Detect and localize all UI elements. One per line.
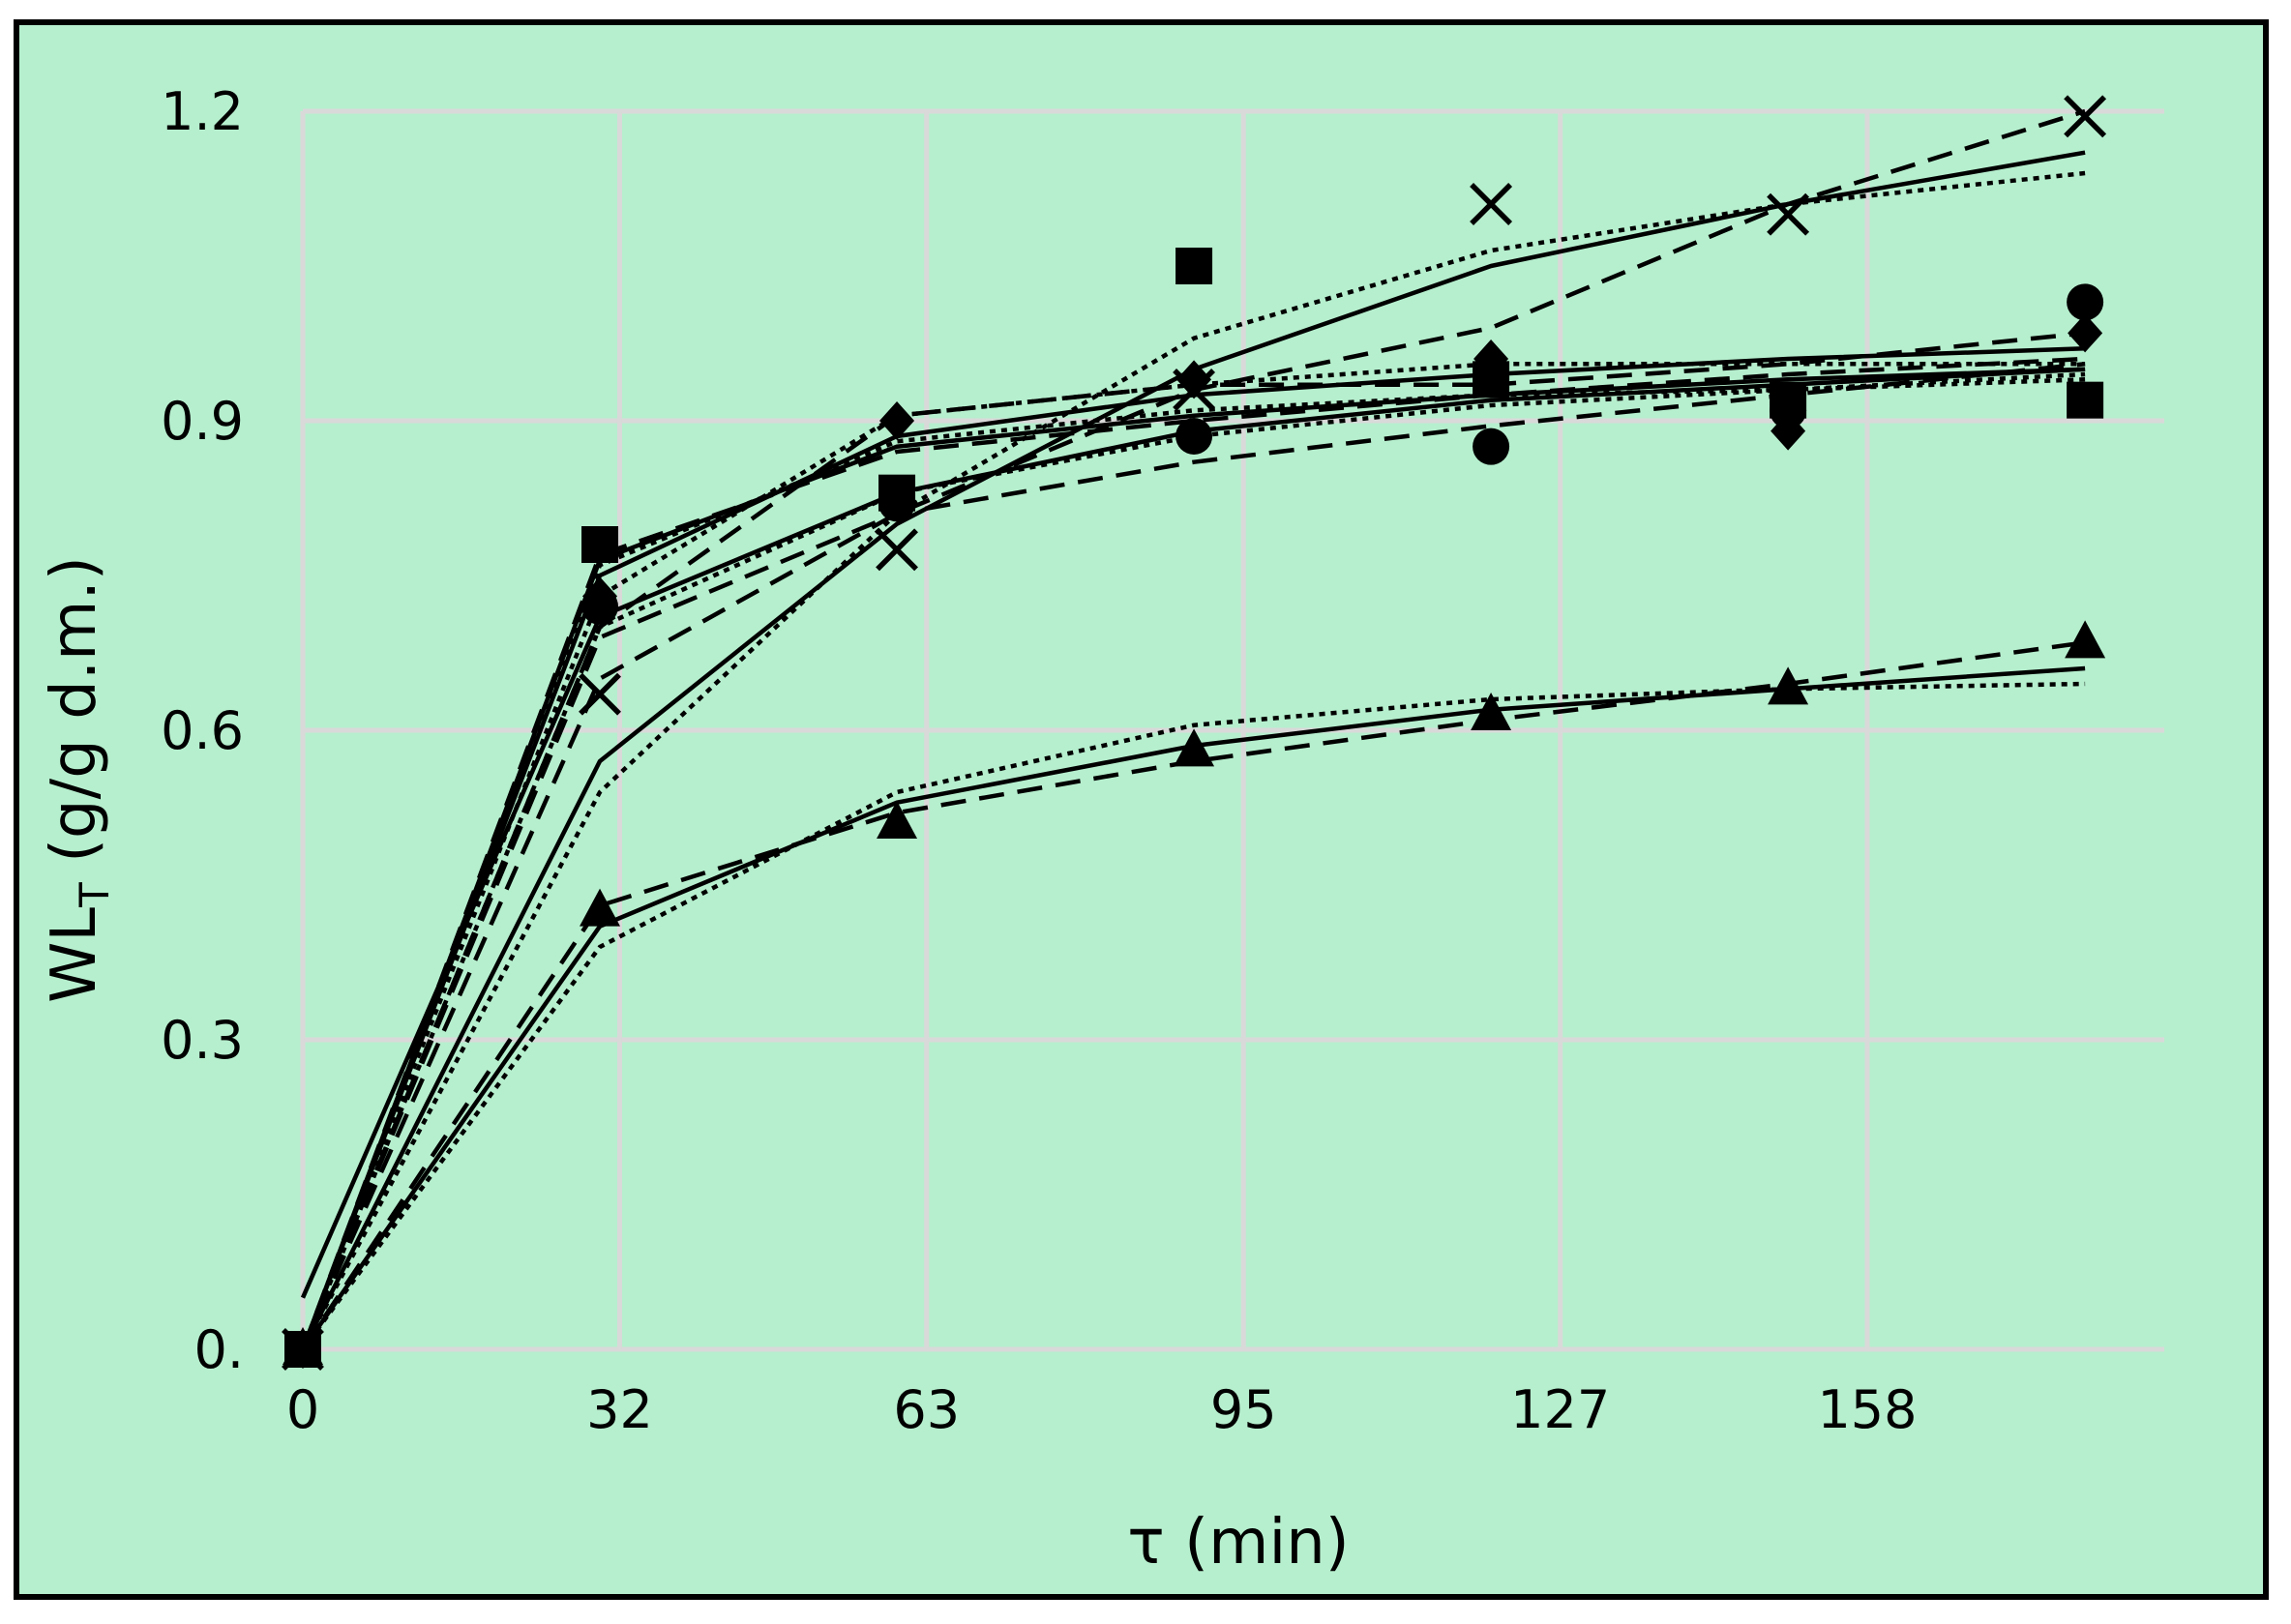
y-tick-label: 0.3 [161,1010,244,1071]
circle-fit-solid-line [300,367,2086,1299]
x-tick-label: 32 [586,1379,653,1440]
square-fit-solid-line [300,367,2086,1350]
diamond-point [1770,411,1806,451]
tick-labels-layer: 0 32 63 95 127 158 0. 0.3 0.6 0.9 1.2 [161,81,1917,1440]
triangle-point [1768,666,1809,705]
x-tick-label: 127 [1510,1379,1610,1440]
x-point [1173,369,1216,411]
diamond-fit-solid-line [300,346,2086,1350]
square-point [2067,381,2104,419]
circle-fit-dashed-line [300,362,2086,1350]
diamond-point [879,401,915,440]
y-axis-title-subscript: T [71,882,118,908]
grid-layer [300,108,2164,1352]
triangle-point [580,888,621,927]
square-fit-dashed-line [300,356,2086,1350]
x-fit-dotted-line [301,170,2086,1351]
square-fit-dotted-line [300,377,2086,1350]
y-tick-label: 1.2 [161,81,244,142]
diamond-point [1176,360,1212,399]
triangle-fit-dotted-line [301,681,2086,1351]
triangle-point [1174,728,1215,767]
diamond-fit-dashed-line [300,331,2086,1350]
triangle-fit-solid-line [301,665,2086,1351]
y-tick-label: 0.6 [161,700,244,761]
y-axis-title-unit: (g/g d.m.) [39,556,110,882]
x-axis-title: τ (min) [1127,1507,1350,1579]
circle-point [1473,428,1510,465]
y-tick-label: 0.9 [161,391,244,452]
x-tick-label: 0 [286,1379,319,1440]
triangle-point [283,1327,323,1365]
diamond-point [2068,313,2103,353]
triangle-point [2065,620,2106,659]
circle-point [2067,283,2104,321]
x-tick-label: 63 [893,1379,960,1440]
triangle-point [1471,693,1512,730]
square-point [1175,248,1213,284]
x-point [1470,183,1513,225]
chart-svg: 0 32 63 95 127 158 0. 0.3 0.6 0.9 1.2 τ (min) WLT … [39,81,2164,1579]
x-point [579,672,621,716]
x-tick-label: 158 [1817,1379,1917,1440]
y-tick-label: 0. [193,1319,244,1380]
x-point [1767,192,1810,236]
diamond-point [1473,340,1509,378]
circle-point [1175,418,1213,455]
diamond-fit-dotted-line [300,362,2086,1350]
circle-fit-dotted-line [300,371,2086,1350]
triangle-point [877,801,918,839]
markers-layer [282,95,2107,1371]
x-tick-label: 95 [1210,1379,1277,1440]
x-point [2064,95,2107,138]
y-axis-title: WLT (g/g d.m.) [39,556,118,1003]
circle-point [878,485,916,522]
diamond-point [582,576,618,616]
x-point [876,528,918,572]
square-point [581,526,619,563]
chart-frame: 0 32 63 95 127 158 0. 0.3 0.6 0.9 1.2 τ (min) WLT … [14,19,2269,1600]
y-axis-title-main: WL [39,907,110,1003]
circle-point [1770,392,1807,429]
